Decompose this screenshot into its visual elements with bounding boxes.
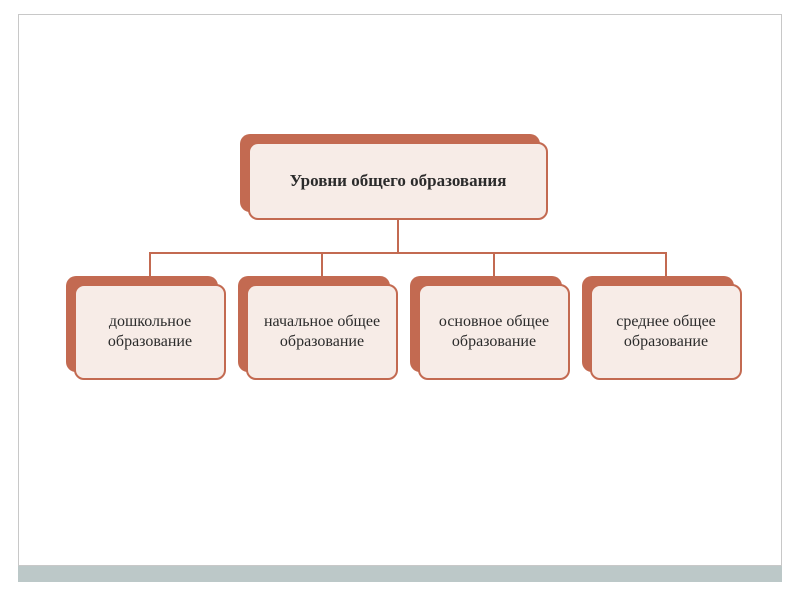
hierarchy-diagram: Уровни общего образования дошкольное обр…: [18, 14, 782, 566]
child-label: дошкольное образование: [86, 312, 214, 352]
connector-root-down: [397, 220, 399, 254]
connector-child-2: [493, 252, 495, 276]
child-label: основное общее образование: [430, 312, 558, 352]
child-node-1: начальное общее образование: [246, 284, 398, 380]
child-node-0: дошкольное образование: [74, 284, 226, 380]
child-box: основное общее образование: [418, 284, 570, 380]
connector-child-0: [149, 252, 151, 276]
bottom-bar: [18, 566, 782, 582]
root-label: Уровни общего образования: [290, 170, 507, 191]
child-box: дошкольное образование: [74, 284, 226, 380]
connector-horizontal: [149, 252, 667, 254]
child-label: среднее общее образование: [602, 312, 730, 352]
child-node-3: среднее общее образование: [590, 284, 742, 380]
child-box: среднее общее образование: [590, 284, 742, 380]
child-box: начальное общее образование: [246, 284, 398, 380]
root-node: Уровни общего образования: [248, 142, 548, 220]
connector-child-1: [321, 252, 323, 276]
child-node-2: основное общее образование: [418, 284, 570, 380]
connector-child-3: [665, 252, 667, 276]
root-box: Уровни общего образования: [248, 142, 548, 220]
child-label: начальное общее образование: [258, 312, 386, 352]
